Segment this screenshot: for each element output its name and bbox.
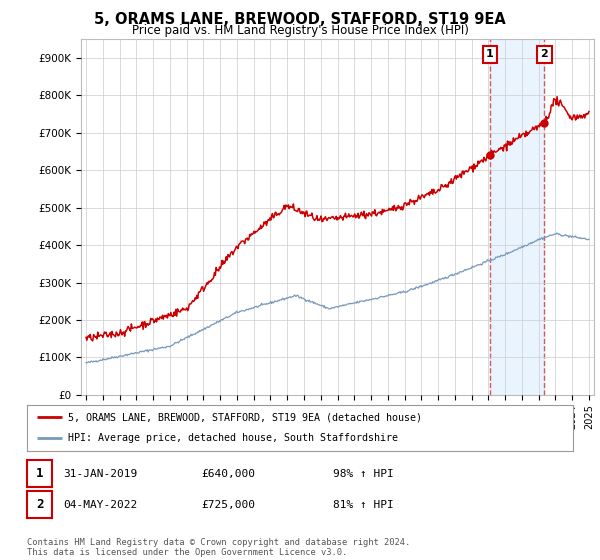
Bar — [490, 39, 544, 395]
Text: 1: 1 — [486, 49, 494, 59]
Text: 04-MAY-2022: 04-MAY-2022 — [63, 500, 137, 510]
Text: 1: 1 — [36, 467, 43, 480]
Text: 31-JAN-2019: 31-JAN-2019 — [63, 469, 137, 479]
Text: 5, ORAMS LANE, BREWOOD, STAFFORD, ST19 9EA: 5, ORAMS LANE, BREWOOD, STAFFORD, ST19 9… — [94, 12, 506, 27]
Text: HPI: Average price, detached house, South Staffordshire: HPI: Average price, detached house, Sout… — [68, 433, 398, 444]
Text: 2: 2 — [36, 498, 43, 511]
Text: 81% ↑ HPI: 81% ↑ HPI — [333, 500, 394, 510]
Text: 98% ↑ HPI: 98% ↑ HPI — [333, 469, 394, 479]
Text: £725,000: £725,000 — [201, 500, 255, 510]
Text: 2: 2 — [541, 49, 548, 59]
Text: £640,000: £640,000 — [201, 469, 255, 479]
Text: Price paid vs. HM Land Registry's House Price Index (HPI): Price paid vs. HM Land Registry's House … — [131, 24, 469, 37]
Text: Contains HM Land Registry data © Crown copyright and database right 2024.
This d: Contains HM Land Registry data © Crown c… — [27, 538, 410, 557]
Text: 5, ORAMS LANE, BREWOOD, STAFFORD, ST19 9EA (detached house): 5, ORAMS LANE, BREWOOD, STAFFORD, ST19 9… — [68, 412, 422, 422]
